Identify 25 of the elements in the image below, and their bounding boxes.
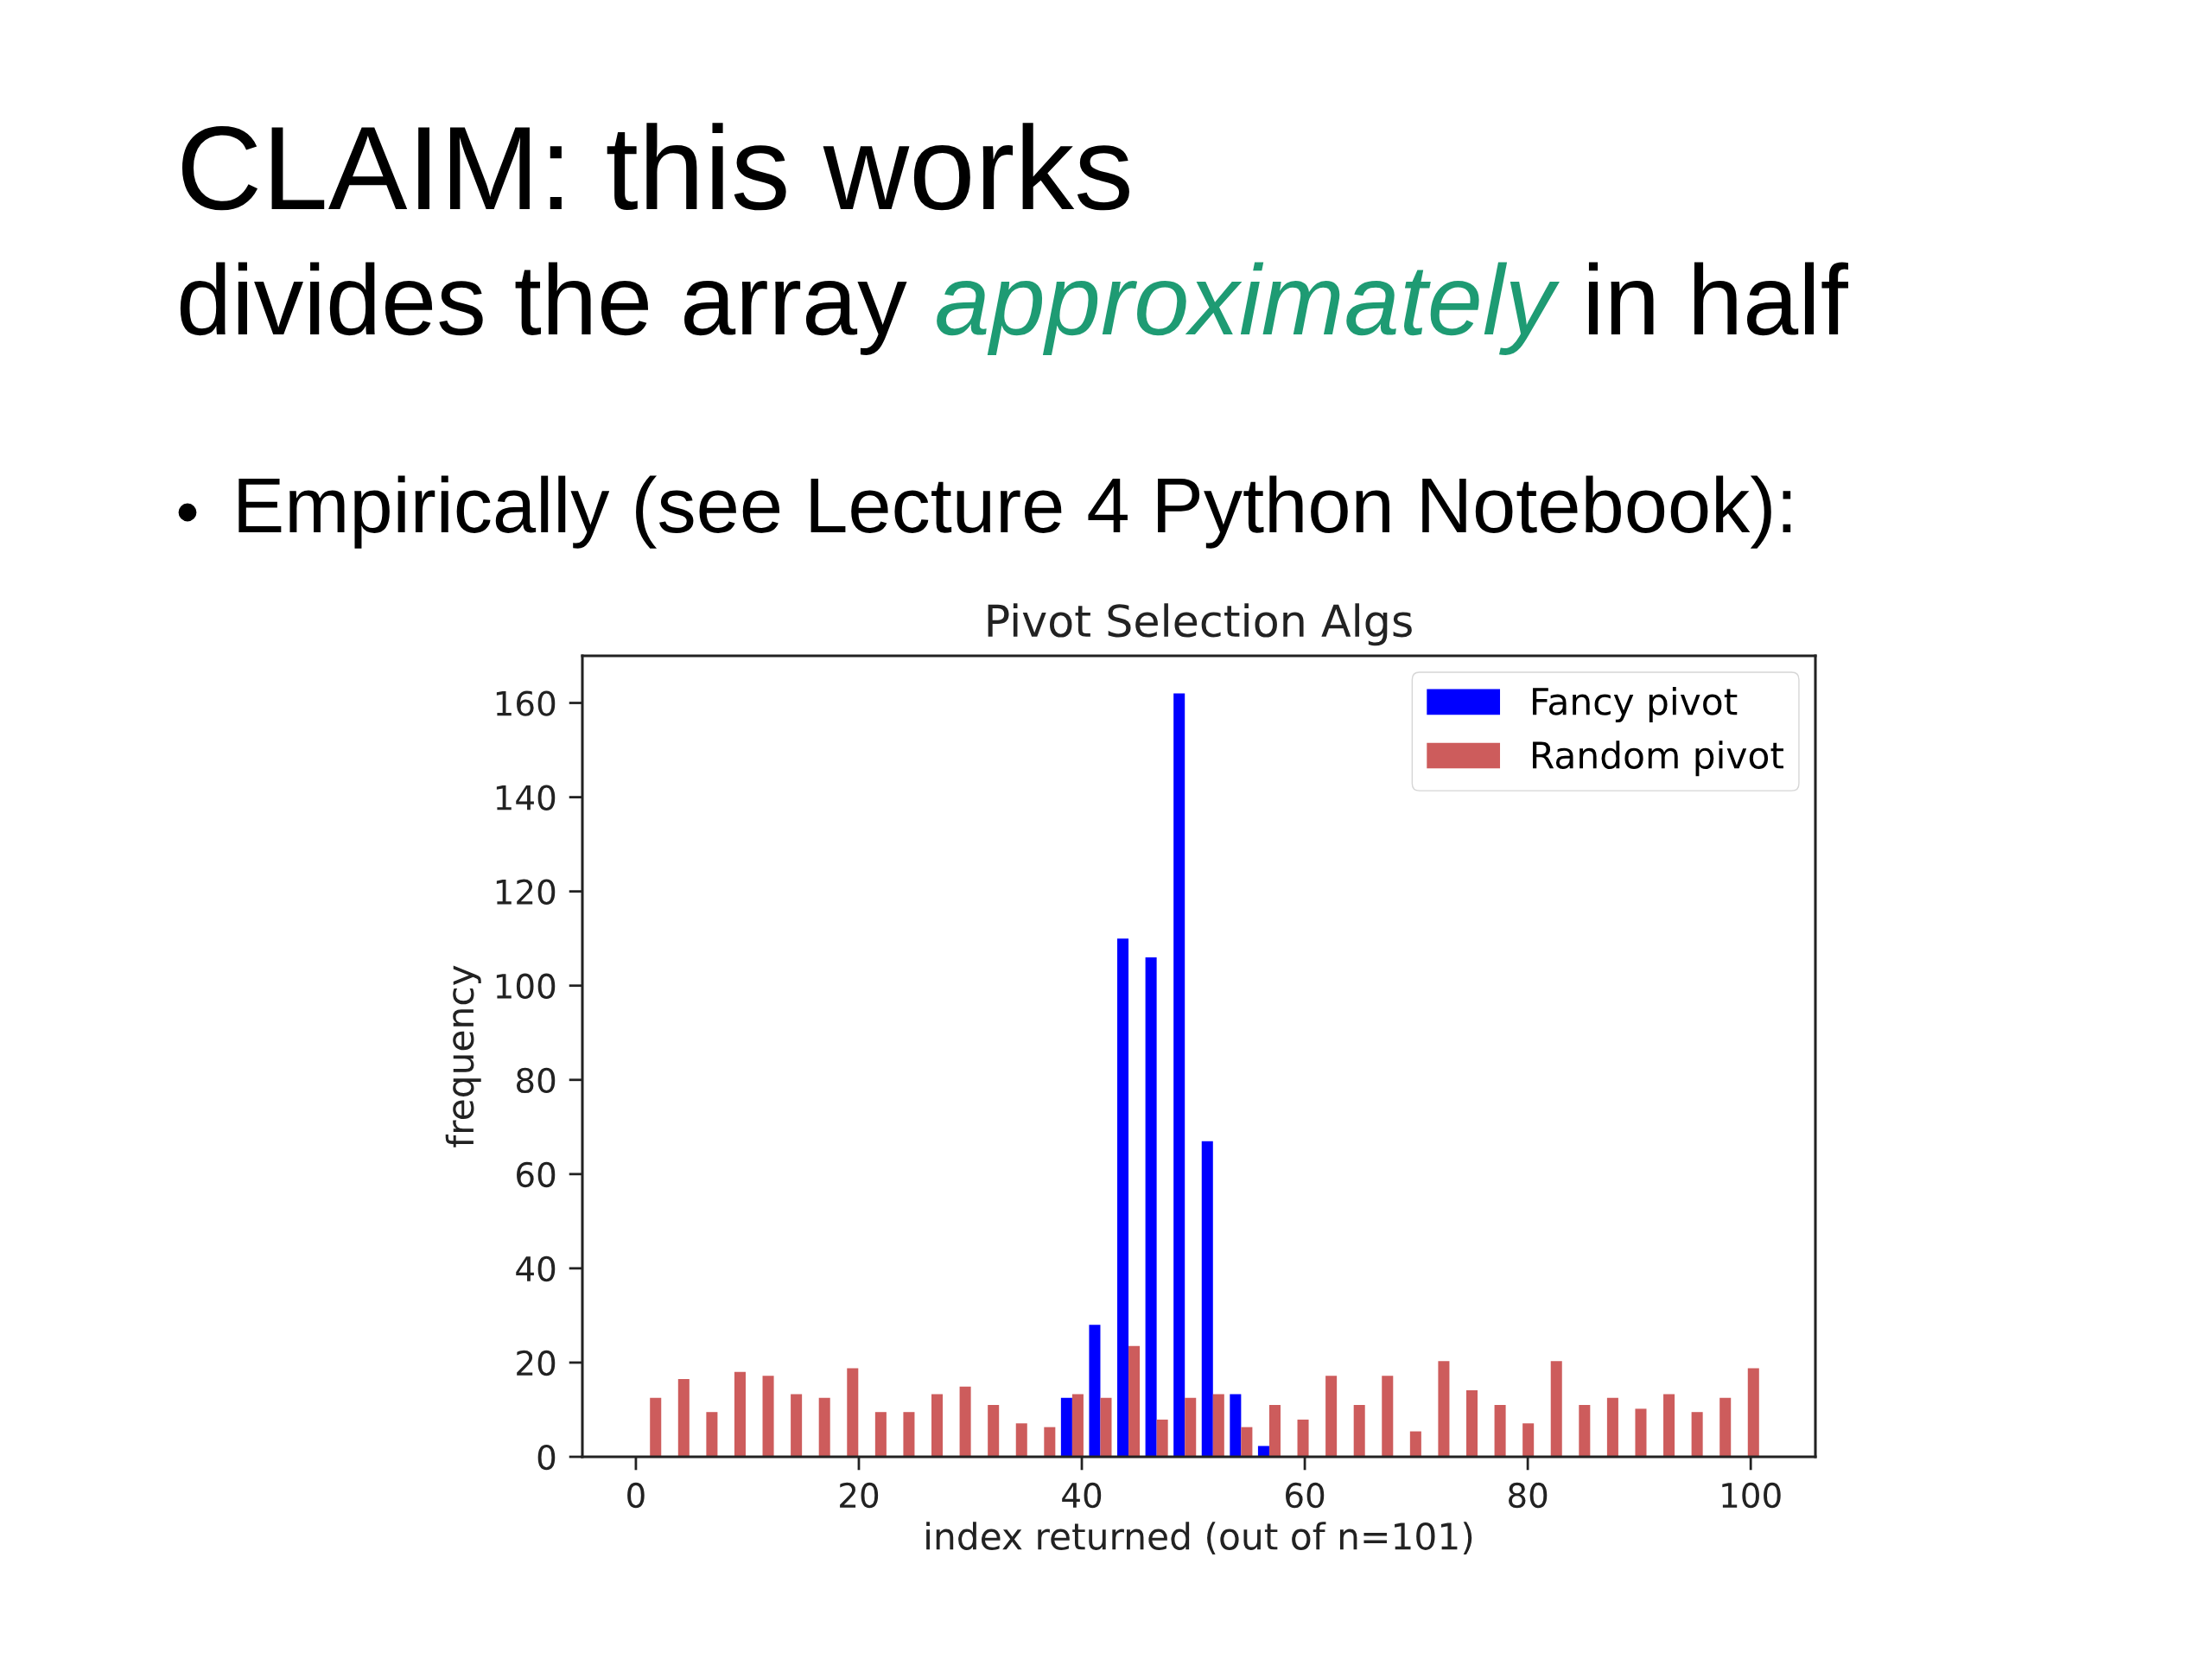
y-tick-label: 100 — [496, 973, 556, 1000]
legend-label: Fancy pivot — [1533, 687, 1738, 722]
y-tick-label: 60 — [517, 1161, 556, 1188]
text: CLAIM: this works — [181, 123, 1129, 211]
y-tick-label: 160 — [496, 690, 556, 716]
y-tick-label: 20 — [517, 1350, 556, 1376]
x-tick-label: 0 — [627, 1482, 645, 1509]
y-tick-label: 140 — [496, 785, 556, 810]
text: divides the array — [180, 262, 907, 355]
x-tick-label: 40 — [1062, 1482, 1102, 1509]
chart-title: Pivot Selection Algs — [988, 603, 1412, 646]
x-tick-label: 80 — [1509, 1482, 1548, 1509]
y-axis-title: frequency — [445, 965, 481, 1147]
y-tick-label: 120 — [496, 879, 556, 905]
x-tick-label: 60 — [1286, 1482, 1325, 1509]
text: approximately — [937, 262, 1560, 355]
y-tick-label: 80 — [516, 1067, 556, 1094]
y-tick-label: 0 — [537, 1444, 556, 1471]
legend-label: Random pivot — [1533, 741, 1783, 777]
x-axis-title: index returned (out of n=101) — [926, 1522, 1472, 1554]
y-tick-label: 40 — [516, 1255, 556, 1282]
text: Empirically (see Lecture 4 Python Notebook): — [238, 475, 1791, 549]
x-tick-label: 100 — [1722, 1482, 1781, 1509]
x-tick-label: 20 — [840, 1482, 879, 1509]
text: in half — [1588, 262, 1849, 336]
